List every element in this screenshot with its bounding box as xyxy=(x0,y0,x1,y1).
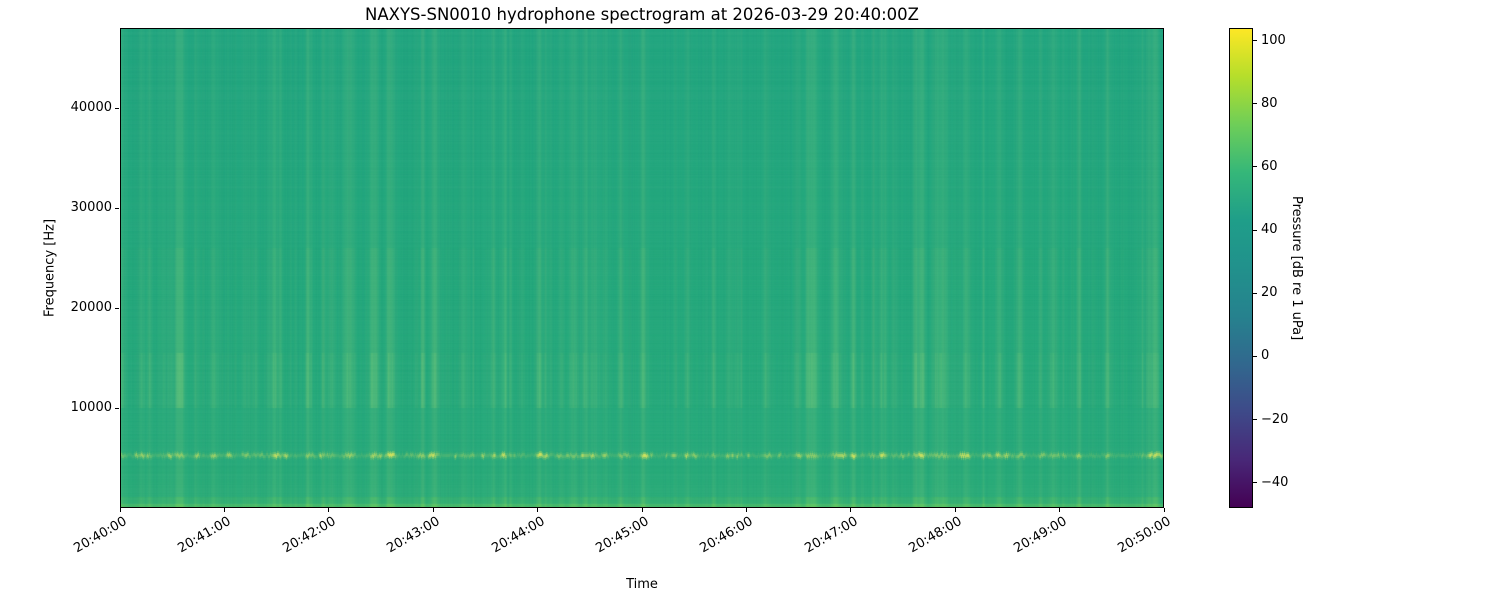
plot-border xyxy=(120,28,1164,508)
y-tick-mark xyxy=(115,307,119,309)
colorbar-tick-mark xyxy=(1253,103,1257,105)
colorbar xyxy=(1229,28,1253,508)
colorbar-tick-mark xyxy=(1253,166,1257,168)
y-tick-mark xyxy=(115,407,119,409)
colorbar-tick-label: 20 xyxy=(1261,285,1278,301)
colorbar-tick-label: 60 xyxy=(1261,158,1278,174)
colorbar-tick-mark xyxy=(1253,419,1257,421)
x-tick-mark xyxy=(850,508,852,512)
y-tick-label: 30000 xyxy=(70,200,112,215)
x-axis-label: Time xyxy=(626,577,658,592)
colorbar-tick-label: 40 xyxy=(1261,222,1278,238)
colorbar-tick-label: −20 xyxy=(1261,411,1289,427)
y-tick-label: 40000 xyxy=(70,100,112,115)
chart-title: NAXYS-SN0010 hydrophone spectrogram at 2… xyxy=(365,5,919,24)
x-tick-mark xyxy=(328,508,330,512)
x-tick-mark xyxy=(119,508,121,512)
colorbar-tick-label: 100 xyxy=(1261,32,1286,48)
colorbar-tick-label: 0 xyxy=(1261,348,1270,364)
x-tick-mark xyxy=(223,508,225,512)
x-tick-mark xyxy=(954,508,956,512)
x-tick-mark xyxy=(1163,508,1165,512)
colorbar-tick-mark xyxy=(1253,229,1257,231)
colorbar-label: Pressure [dB re 1 uPa] xyxy=(1289,195,1304,341)
y-tick-label: 20000 xyxy=(70,300,112,315)
x-tick-mark xyxy=(745,508,747,512)
spectrogram-heatmap xyxy=(120,28,1164,508)
x-tick-mark xyxy=(537,508,539,512)
x-tick-mark xyxy=(432,508,434,512)
colorbar-tick-mark xyxy=(1253,482,1257,484)
colorbar-tick-mark xyxy=(1253,355,1257,357)
colorbar-tick-mark xyxy=(1253,292,1257,294)
colorbar-tick-label: −40 xyxy=(1261,474,1289,490)
colorbar-tick-label: 80 xyxy=(1261,95,1278,111)
x-tick-mark xyxy=(1059,508,1061,512)
colorbar-tick-mark xyxy=(1253,40,1257,42)
y-tick-mark xyxy=(115,107,119,109)
y-tick-label: 10000 xyxy=(70,400,112,415)
x-tick-mark xyxy=(641,508,643,512)
y-tick-mark xyxy=(115,207,119,209)
